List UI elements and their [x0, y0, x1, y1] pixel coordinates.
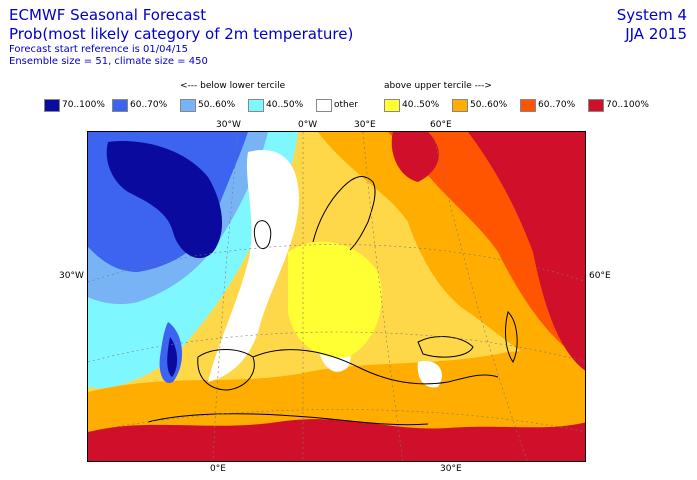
legend-label: 50..60% [470, 100, 508, 110]
coastline-iberia [197, 349, 255, 391]
coastline-africa [147, 413, 429, 426]
legend-below-heading: <--- below lower tercile [180, 81, 286, 91]
coastline-caspian [505, 311, 518, 363]
chart-subtitle: Prob(most likely category of 2m temperat… [9, 25, 354, 43]
lat-label-left: 30°W [59, 271, 84, 281]
legend-swatch [452, 98, 468, 112]
forecast-start-note: Forecast start reference is 01/04/15 [9, 44, 188, 55]
field-red-northeast [391, 132, 439, 182]
legend-swatch [520, 98, 536, 112]
chart-title: ECMWF Seasonal Forecast [9, 6, 207, 24]
legend-item: 50..60% [452, 98, 507, 112]
system-label: System 4 [616, 6, 687, 24]
ensemble-size-note: Ensemble size = 51, climate size = 450 [9, 56, 208, 67]
season-label: JJA 2015 [625, 25, 687, 43]
lon-label-top: 60°E [430, 120, 452, 130]
coastline-scandinavia [312, 176, 376, 251]
lon-label-bottom: 0°E [210, 464, 226, 474]
legend-swatch [44, 98, 60, 112]
coastline-mediterranean [252, 349, 499, 385]
meridian [212, 132, 239, 461]
legend-item: 60..70% [520, 98, 575, 112]
graticule [88, 132, 585, 461]
legend-swatch [316, 98, 332, 112]
legend-item: 40..50% [384, 98, 439, 112]
field-white-center [208, 150, 299, 382]
parallel [88, 331, 585, 363]
chart-title-block: ECMWF Seasonal Forecast Prob(most likely… [9, 6, 353, 68]
legend-label: 40..50% [402, 100, 440, 110]
field-darkblue-core [106, 141, 223, 259]
legend-item: other [316, 98, 358, 112]
lat-label-right: 60°E [589, 271, 611, 281]
legend-label: 70..100% [606, 100, 649, 110]
legend-label: 40..50% [266, 100, 304, 110]
parallel [88, 409, 585, 433]
legend-item: 70..100% [44, 98, 105, 112]
field-darkblue-southwest [167, 337, 178, 377]
legend-label: 70..100% [62, 100, 105, 110]
legend-label: 60..70% [130, 100, 168, 110]
legend-swatch [248, 98, 264, 112]
field-red-south [88, 419, 585, 461]
legend-item: 40..50% [248, 98, 303, 112]
legend-item: 50..60% [180, 98, 235, 112]
legend-swatch [588, 98, 604, 112]
coastline-british-isles [253, 220, 272, 249]
legend-swatch [112, 98, 128, 112]
legend-label: other [334, 100, 358, 110]
lon-label-top: 0°W [298, 120, 318, 130]
system-info: System 4 JJA 2015 [617, 6, 687, 44]
legend-label: 60..70% [538, 100, 576, 110]
meridian [432, 132, 528, 461]
legend-swatch [384, 98, 400, 112]
legend-label: 50..60% [198, 100, 236, 110]
map-canvas [88, 132, 585, 461]
lon-label-top: 30°W [216, 120, 241, 130]
coastline-black-sea [417, 336, 474, 358]
legend-item: 60..70% [112, 98, 167, 112]
lon-label-top: 30°E [354, 120, 376, 130]
meridian [362, 132, 404, 461]
forecast-map [87, 131, 586, 462]
legend-swatch [180, 98, 196, 112]
lon-label-bottom: 30°E [440, 464, 462, 474]
coastlines [147, 176, 518, 426]
field-red-east [468, 132, 585, 371]
legend-item: 70..100% [588, 98, 649, 112]
legend-above-heading: above upper tercile ---> [384, 81, 492, 91]
field-yellow-europe [288, 241, 382, 358]
